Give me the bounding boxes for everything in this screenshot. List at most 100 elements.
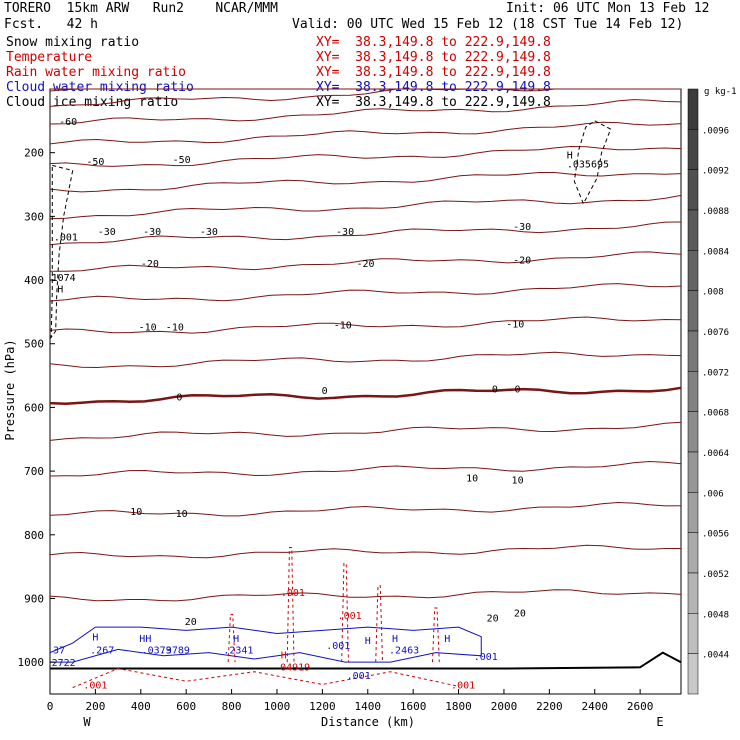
colorbar-swatch xyxy=(687,653,699,695)
x-tick-label: 2400 xyxy=(581,700,608,713)
isotherm xyxy=(49,88,681,107)
colorbar-tick-label: .008 xyxy=(702,288,724,298)
isotherm xyxy=(49,544,681,559)
y-tick-label: 400 xyxy=(24,274,44,287)
field-xy-snow: XY= 38.3,149.8 to 222.9,149.8 xyxy=(316,35,551,50)
cloud-water-label: H xyxy=(392,634,398,645)
x-tick-label: 800 xyxy=(222,700,242,713)
isotherm xyxy=(49,501,682,517)
y-axis-label: Pressure (hPa) xyxy=(3,339,17,440)
colorbar-tick-label: .0084 xyxy=(702,247,729,257)
x-tick-label: 2000 xyxy=(491,700,518,713)
temperature-label: 20 xyxy=(185,617,197,628)
colorbar-swatch xyxy=(687,411,699,453)
cloud-water-label: .2463 xyxy=(389,645,419,656)
colorbar: g kg-1 .0096 .0092 .0088 .0084 .008 .0076 .007… xyxy=(687,87,737,695)
rain-water-contour xyxy=(286,547,295,663)
cloud-water-label: H xyxy=(365,636,371,647)
colorbar-swatch xyxy=(687,613,699,654)
x-tick-label: 2200 xyxy=(536,700,563,713)
y-tick-label: 200 xyxy=(24,147,44,160)
temperature-label: -20 xyxy=(356,259,374,270)
isotherm xyxy=(49,589,682,602)
isotherm xyxy=(49,460,682,477)
cloud-water-label: .001 xyxy=(326,641,350,652)
x-tick-label: 1800 xyxy=(445,700,472,713)
x-axis-label: Distance (km) xyxy=(321,715,415,729)
terrain-line xyxy=(50,651,682,670)
x-tick-label: 200 xyxy=(85,700,105,713)
rain-water-label: .001 xyxy=(451,680,475,691)
isotherm xyxy=(49,99,682,125)
temperature-label: -50 xyxy=(173,155,191,166)
y-tick-label: 900 xyxy=(24,592,44,605)
cloud-ice-label: .001 xyxy=(54,233,78,244)
isotherm xyxy=(50,251,682,272)
model-title: TORERO 15km ARW Run2 NCAR/MMM xyxy=(4,1,278,16)
temperature-label: 0 xyxy=(515,384,521,395)
y-tick-label: 1000 xyxy=(18,656,45,669)
colorbar-tick-label: .0088 xyxy=(702,207,729,217)
x-tick-label: 1600 xyxy=(400,700,427,713)
isotherm xyxy=(49,221,682,246)
temperature-label: 10 xyxy=(176,509,188,520)
colorbar-tick-label: .0048 xyxy=(702,610,729,620)
rain-water-label: H xyxy=(281,651,287,662)
isotherm xyxy=(49,421,682,441)
x-tick-label: 1000 xyxy=(264,700,291,713)
colorbar-swatch xyxy=(687,88,699,130)
temperature-label: 20 xyxy=(487,614,499,625)
cloud-water-label: .001 xyxy=(474,652,498,663)
rain-water-contour xyxy=(341,562,349,663)
temperature-label: -30 xyxy=(200,227,218,238)
rain-water-contour xyxy=(431,607,440,663)
rain-water-label: 04919 xyxy=(280,663,310,674)
colorbar-swatch xyxy=(687,451,699,493)
forecast-hour: Fcst. 42 h xyxy=(4,17,98,32)
temperature-label: 0 xyxy=(176,393,182,404)
colorbar-tick-label: .0092 xyxy=(702,167,729,177)
x-tick-label: 1200 xyxy=(309,700,336,713)
cloud-water-label: H xyxy=(444,634,450,645)
field-xy-rain: XY= 38.3,149.8 to 222.9,149.8 xyxy=(316,65,551,80)
temperature-label: -20 xyxy=(141,259,159,270)
rain-water-contour xyxy=(375,585,384,663)
cloud-ice-label: H xyxy=(57,284,63,295)
colorbar-swatch xyxy=(687,532,699,574)
rain-water-contour xyxy=(227,613,236,663)
cloud-ice-contour xyxy=(573,120,612,205)
temperature-label: -10 xyxy=(166,323,184,334)
y-tick-label: 500 xyxy=(24,338,44,351)
colorbar-tick-label: .006 xyxy=(702,489,724,499)
contour-labels: -60-50 -50-30 -30 -30 -30 -30-20 -20 -20-10 -10-… xyxy=(52,117,609,692)
isotherm xyxy=(49,316,682,334)
field-label-cloud-water: Cloud water mixing ratio xyxy=(6,80,194,95)
x-tick-label: 0 xyxy=(47,700,54,713)
temperature-label: -20 xyxy=(513,256,531,267)
plot-area xyxy=(49,88,682,695)
colorbar-tick-label: .0044 xyxy=(702,651,729,661)
temperature-label: -10 xyxy=(139,323,157,334)
temperature-label: -30 xyxy=(336,227,354,238)
temperature-label: -30 xyxy=(513,222,531,233)
cloud-ice-label: 1074 xyxy=(52,273,76,284)
cloud-water-label: 37 xyxy=(53,645,65,656)
field-label-rain: Rain water mixing ratio xyxy=(6,65,187,80)
cloud-water-label: .267 xyxy=(90,645,114,656)
colorbar-swatch xyxy=(687,209,699,251)
field-label-snow: Snow mixing ratio xyxy=(6,35,140,50)
mixing-ratio-contours xyxy=(49,120,682,689)
rain-water-contour xyxy=(72,668,459,689)
colorbar-tick-label: .0056 xyxy=(702,530,729,540)
x-tick-label: 400 xyxy=(131,700,151,713)
rain-water-label: .001 xyxy=(83,680,107,691)
colorbar-tick-label: .0064 xyxy=(702,449,729,459)
field-xy-temperature: XY= 38.3,149.8 to 222.9,149.8 xyxy=(316,50,551,65)
colorbar-swatch xyxy=(687,492,699,533)
isotherm xyxy=(49,172,682,193)
cloud-ice-label: H xyxy=(567,151,573,162)
isotherm xyxy=(49,386,682,405)
temperature-label: -30 xyxy=(98,227,116,238)
cloud-water-label: .001 xyxy=(347,671,371,682)
